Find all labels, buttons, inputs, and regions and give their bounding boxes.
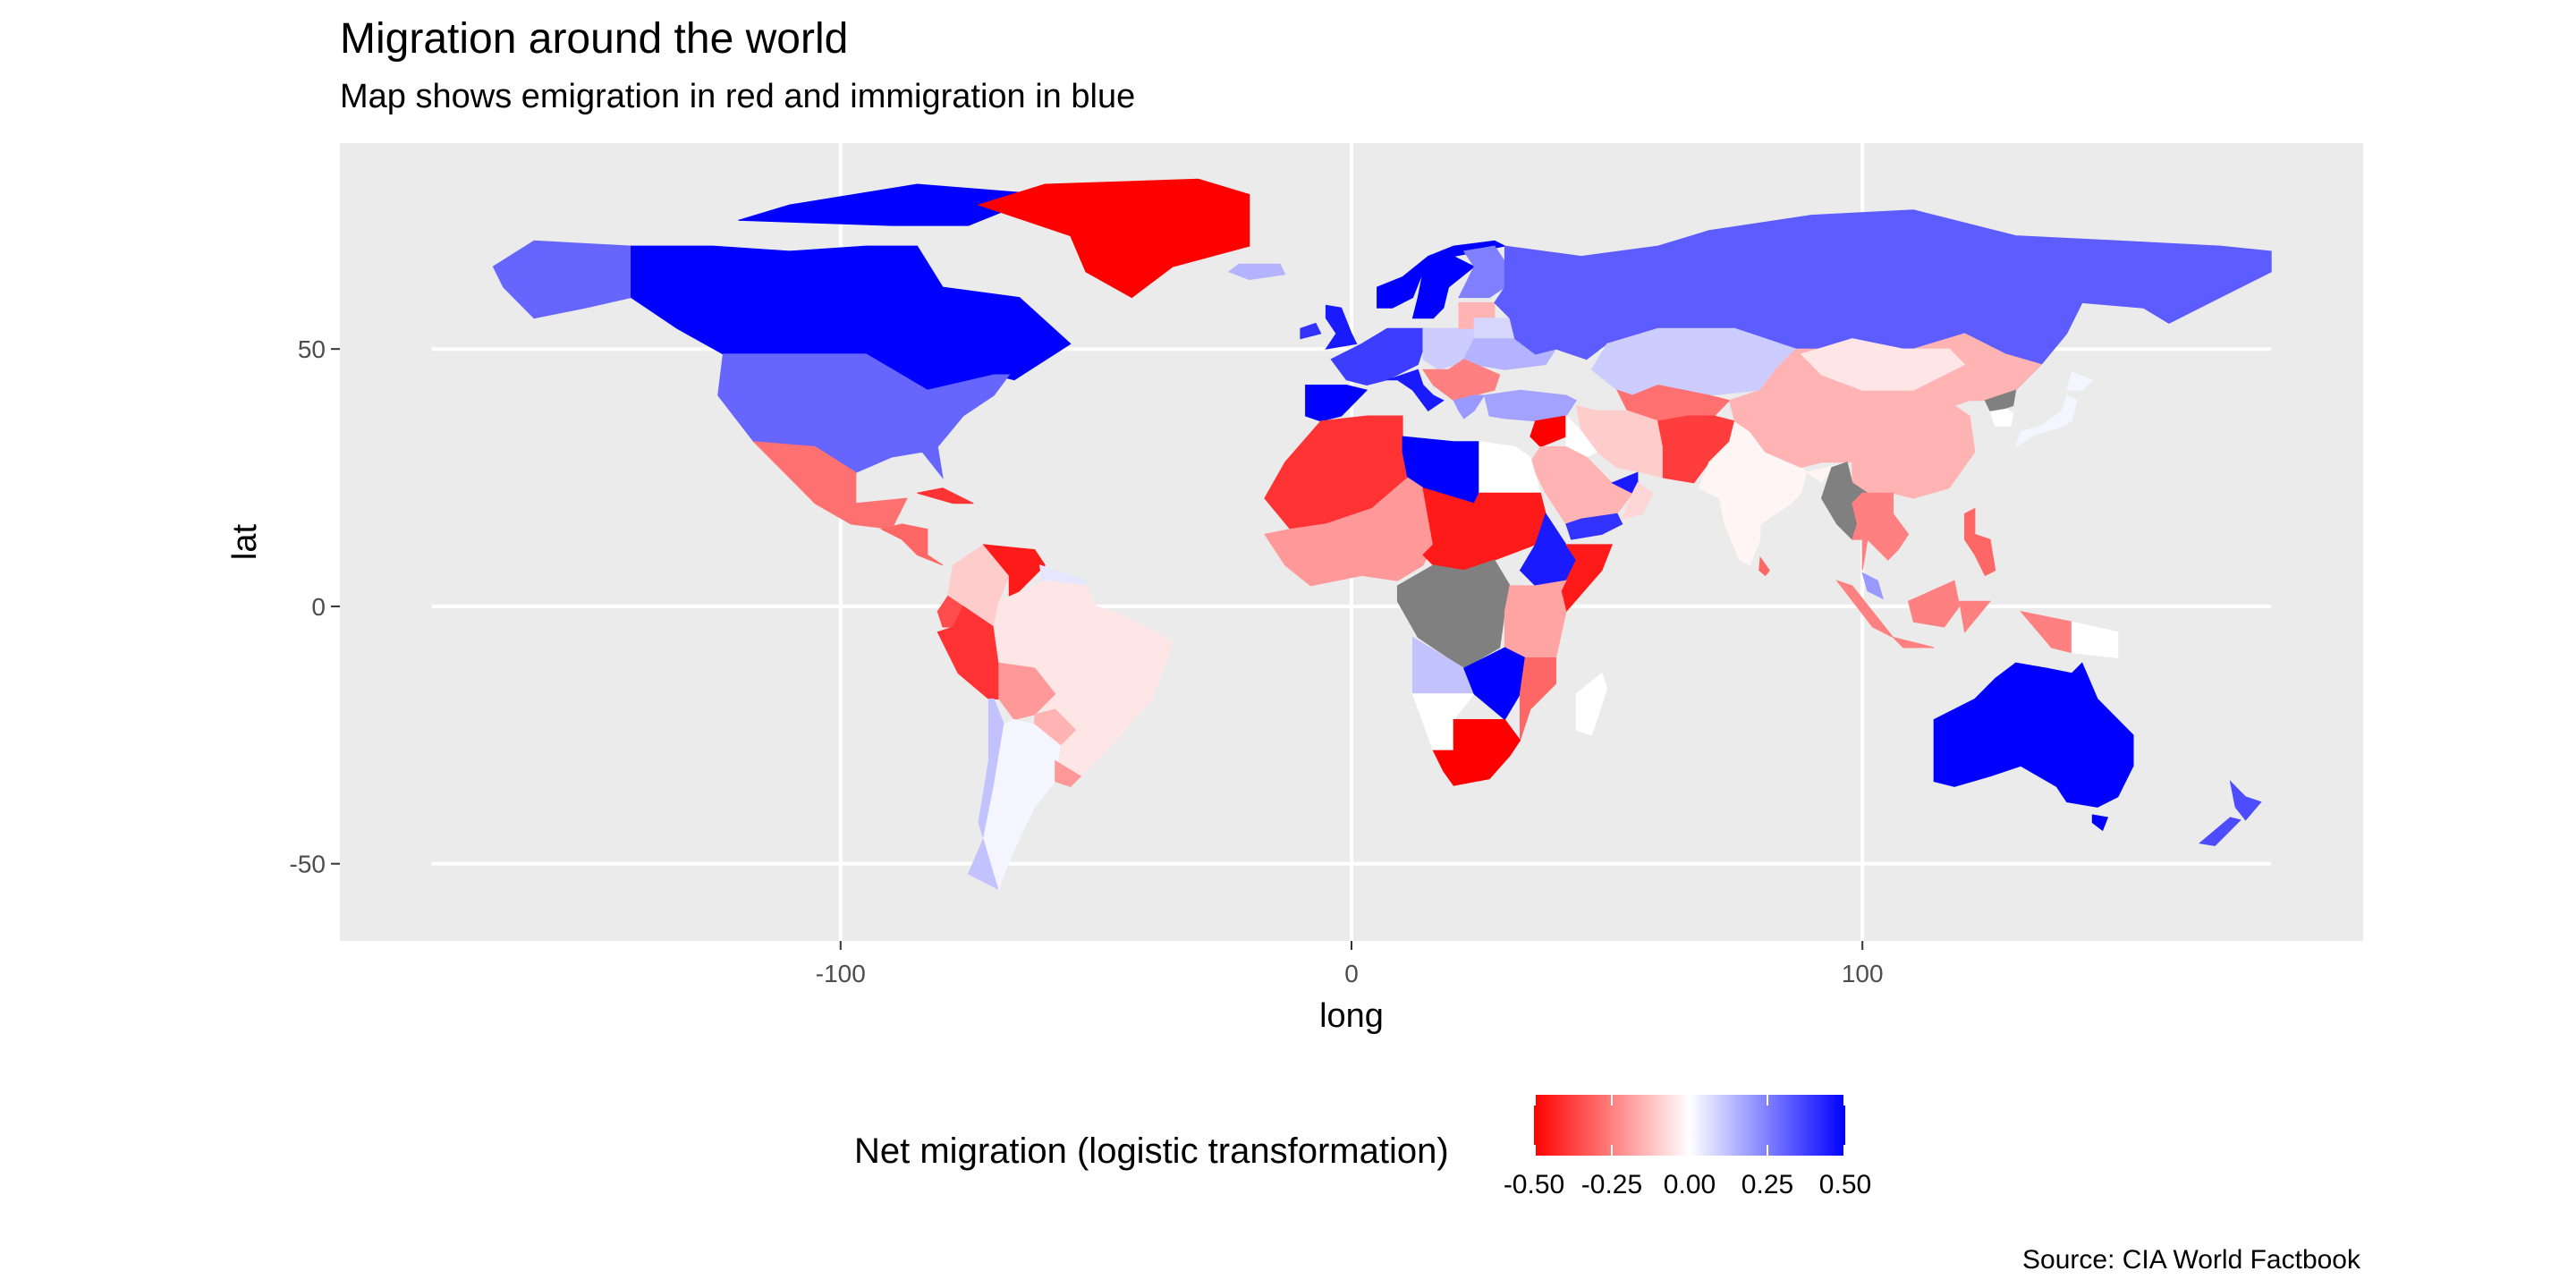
region-norway [1377,240,1506,309]
region-oman [1621,482,1654,520]
region-south-africa [1432,719,1521,786]
region-australia [2091,814,2109,832]
region-new-zealand [2199,817,2241,847]
region-egypt [1479,441,1541,494]
region-uk [1325,304,1358,350]
region-indonesia [1959,600,1992,633]
y-tick-label: 50 [298,335,326,363]
region-mexico [752,441,908,530]
legend-tick-label: 0.50 [1819,1170,1871,1199]
y-tick-label: 0 [311,593,326,621]
region-sri-lanka [1758,555,1770,577]
region-argentina [983,718,1061,892]
region-balkans [1422,359,1501,402]
legend-colorbar: -0.50 -0.25 0.00 0.25 0.50 [1504,1095,1871,1199]
region-italy [1386,369,1445,411]
region-greenland [977,178,1250,299]
region-new-zealand [2229,780,2262,821]
region-australia [1933,662,2134,808]
region-east-africa [1504,580,1567,658]
x-axis-ticks: -100 0 100 [816,941,1884,987]
legend-tick-label: -0.25 [1581,1170,1642,1199]
region-kazakhstan [1590,327,1797,396]
chart-subtitle: Map shows emigration in red and immigrat… [340,78,1136,115]
region-alaska [492,240,632,319]
region-china [1729,333,2043,499]
region-japan [2014,394,2078,448]
y-tick-label: -50 [290,851,326,878]
region-greece [1453,394,1486,419]
region-indonesia [1891,636,1935,648]
country-regions [492,178,2272,892]
region-madagascar [1575,672,1608,736]
x-tick-label: 0 [1344,960,1359,987]
region-venezuela [982,544,1046,603]
region-mozambique [1520,657,1556,741]
region-canada [631,245,1072,391]
y-axis-title: lat [226,523,264,560]
region-saudi-arabia [1530,446,1633,525]
region-malaysia [1861,572,1884,600]
x-tick-label: 100 [1842,960,1884,987]
x-axis-title: long [1319,997,1384,1035]
chart-caption: Source: CIA World Factbook [2022,1245,2360,1275]
region-north-korea [1984,389,2017,411]
region-uruguay [1055,759,1082,787]
region-yemen [1565,513,1623,540]
region-ireland [1300,322,1322,340]
region-iceland [1227,263,1286,281]
x-tick-label: -100 [816,960,866,987]
region-iberia [1305,385,1368,422]
region-western-europe [1330,327,1424,386]
region-indochina [1852,492,1910,571]
region-mongolia [1800,338,1966,391]
region-belarus [1473,318,1516,340]
region-indonesia [1908,580,1961,628]
region-sahel [1264,477,1434,587]
region-papua-new-guinea [2071,621,2119,659]
region-chad-sudan [1422,487,1546,572]
region-japan [2066,371,2094,391]
legend-ticks: -0.50 -0.25 0.00 0.25 0.50 [1504,1095,1871,1199]
region-philippines [1964,507,1996,577]
chart-title: Migration around the world [340,15,849,63]
region-cuba [917,487,974,504]
legend-tick-label: -0.50 [1504,1170,1564,1199]
legend-tick-label: 0.00 [1664,1170,1716,1199]
region-central-america [880,523,944,566]
region-paraguay [1034,708,1077,746]
legend-tick-label: 0.25 [1741,1170,1793,1199]
legend-title: Net migration (logistic transformation) [854,1131,1449,1171]
y-axis-ticks: 50 0 -50 [290,335,340,878]
region-levant [1530,415,1567,448]
region-finland [1458,245,1505,299]
